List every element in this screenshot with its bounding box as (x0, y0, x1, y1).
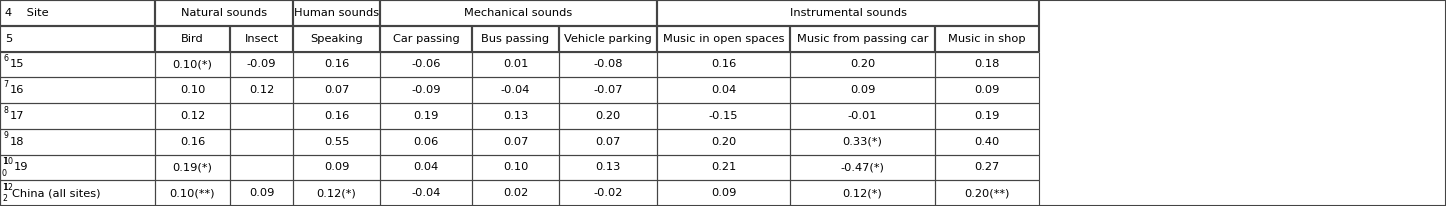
Text: 18: 18 (10, 137, 25, 147)
Text: 10: 10 (3, 157, 13, 166)
Text: Bus passing: Bus passing (482, 34, 549, 44)
Text: 0.12(*): 0.12(*) (843, 188, 882, 198)
Text: Natural sounds: Natural sounds (181, 8, 268, 18)
Text: 0.07: 0.07 (503, 137, 528, 147)
Text: 0.16: 0.16 (324, 111, 348, 121)
Text: 0.21: 0.21 (711, 162, 736, 172)
Text: 6: 6 (3, 54, 9, 63)
Text: 0.10(**): 0.10(**) (169, 188, 215, 198)
Text: -0.04: -0.04 (500, 85, 531, 95)
Text: Speaking: Speaking (309, 34, 363, 44)
Text: Music in open spaces: Music in open spaces (662, 34, 784, 44)
Text: 17: 17 (10, 111, 25, 121)
Text: 0.10: 0.10 (503, 162, 528, 172)
Text: -0.07: -0.07 (593, 85, 623, 95)
Text: 0.09: 0.09 (850, 85, 875, 95)
Text: 0.09: 0.09 (711, 188, 736, 198)
Text: 1: 1 (1, 183, 7, 192)
Text: 19: 19 (14, 162, 29, 172)
Text: 0.04: 0.04 (414, 162, 438, 172)
Text: 0: 0 (1, 169, 7, 178)
Text: Music in shop: Music in shop (949, 34, 1025, 44)
Text: -0.01: -0.01 (847, 111, 878, 121)
Text: 0.09: 0.09 (324, 162, 348, 172)
Text: 0.20: 0.20 (596, 111, 620, 121)
Text: 1: 1 (1, 157, 7, 166)
Text: 0.16: 0.16 (324, 59, 348, 69)
Text: 0.12(*): 0.12(*) (317, 188, 356, 198)
Text: 0.04: 0.04 (711, 85, 736, 95)
Text: 0.19: 0.19 (975, 111, 999, 121)
Text: 0.19(*): 0.19(*) (172, 162, 213, 172)
Text: China (all sites): China (all sites) (12, 188, 101, 198)
Text: Insect: Insect (244, 34, 279, 44)
Text: Car passing: Car passing (393, 34, 460, 44)
Text: -0.06: -0.06 (411, 59, 441, 69)
Text: 8: 8 (3, 106, 7, 115)
Text: -0.04: -0.04 (411, 188, 441, 198)
Text: 4    Site: 4 Site (4, 8, 49, 18)
Text: 12: 12 (3, 183, 13, 192)
Text: 0.16: 0.16 (179, 137, 205, 147)
Text: 0.16: 0.16 (711, 59, 736, 69)
Text: 0.18: 0.18 (975, 59, 999, 69)
Text: Human sounds: Human sounds (294, 8, 379, 18)
Text: -0.47(*): -0.47(*) (840, 162, 885, 172)
Text: -0.09: -0.09 (247, 59, 276, 69)
Text: 0.27: 0.27 (975, 162, 999, 172)
Text: 0.20: 0.20 (850, 59, 875, 69)
Text: 0.20(**): 0.20(**) (964, 188, 1009, 198)
Text: -0.15: -0.15 (709, 111, 739, 121)
Text: 0.19: 0.19 (414, 111, 438, 121)
Text: 0.07: 0.07 (596, 137, 620, 147)
Text: 7: 7 (3, 80, 9, 89)
Text: 0.13: 0.13 (503, 111, 528, 121)
Text: 15: 15 (10, 59, 25, 69)
Text: 0.10: 0.10 (179, 85, 205, 95)
Text: 0.07: 0.07 (324, 85, 348, 95)
Text: Bird: Bird (181, 34, 204, 44)
Text: Vehicle parking: Vehicle parking (564, 34, 652, 44)
Text: 0.20: 0.20 (711, 137, 736, 147)
Text: 0.09: 0.09 (249, 188, 275, 198)
Text: 0.13: 0.13 (596, 162, 620, 172)
Text: 0.10(*): 0.10(*) (172, 59, 213, 69)
Text: 0.33(*): 0.33(*) (843, 137, 882, 147)
Text: 9: 9 (3, 131, 7, 140)
Text: 0.40: 0.40 (975, 137, 999, 147)
Text: 2: 2 (1, 194, 7, 203)
Text: 0.01: 0.01 (503, 59, 528, 69)
Text: -0.08: -0.08 (593, 59, 623, 69)
Text: 0.09: 0.09 (975, 85, 999, 95)
Text: 0.06: 0.06 (414, 137, 438, 147)
Text: 0.55: 0.55 (324, 137, 348, 147)
Text: 0.12: 0.12 (249, 85, 275, 95)
Text: Music from passing car: Music from passing car (797, 34, 928, 44)
Text: -0.09: -0.09 (411, 85, 441, 95)
Text: Instrumental sounds: Instrumental sounds (790, 8, 907, 18)
Text: Mechanical sounds: Mechanical sounds (464, 8, 573, 18)
Text: 0.02: 0.02 (503, 188, 528, 198)
Text: 0.12: 0.12 (179, 111, 205, 121)
Text: 16: 16 (10, 85, 25, 95)
Text: 5: 5 (4, 34, 12, 44)
Text: -0.02: -0.02 (593, 188, 623, 198)
